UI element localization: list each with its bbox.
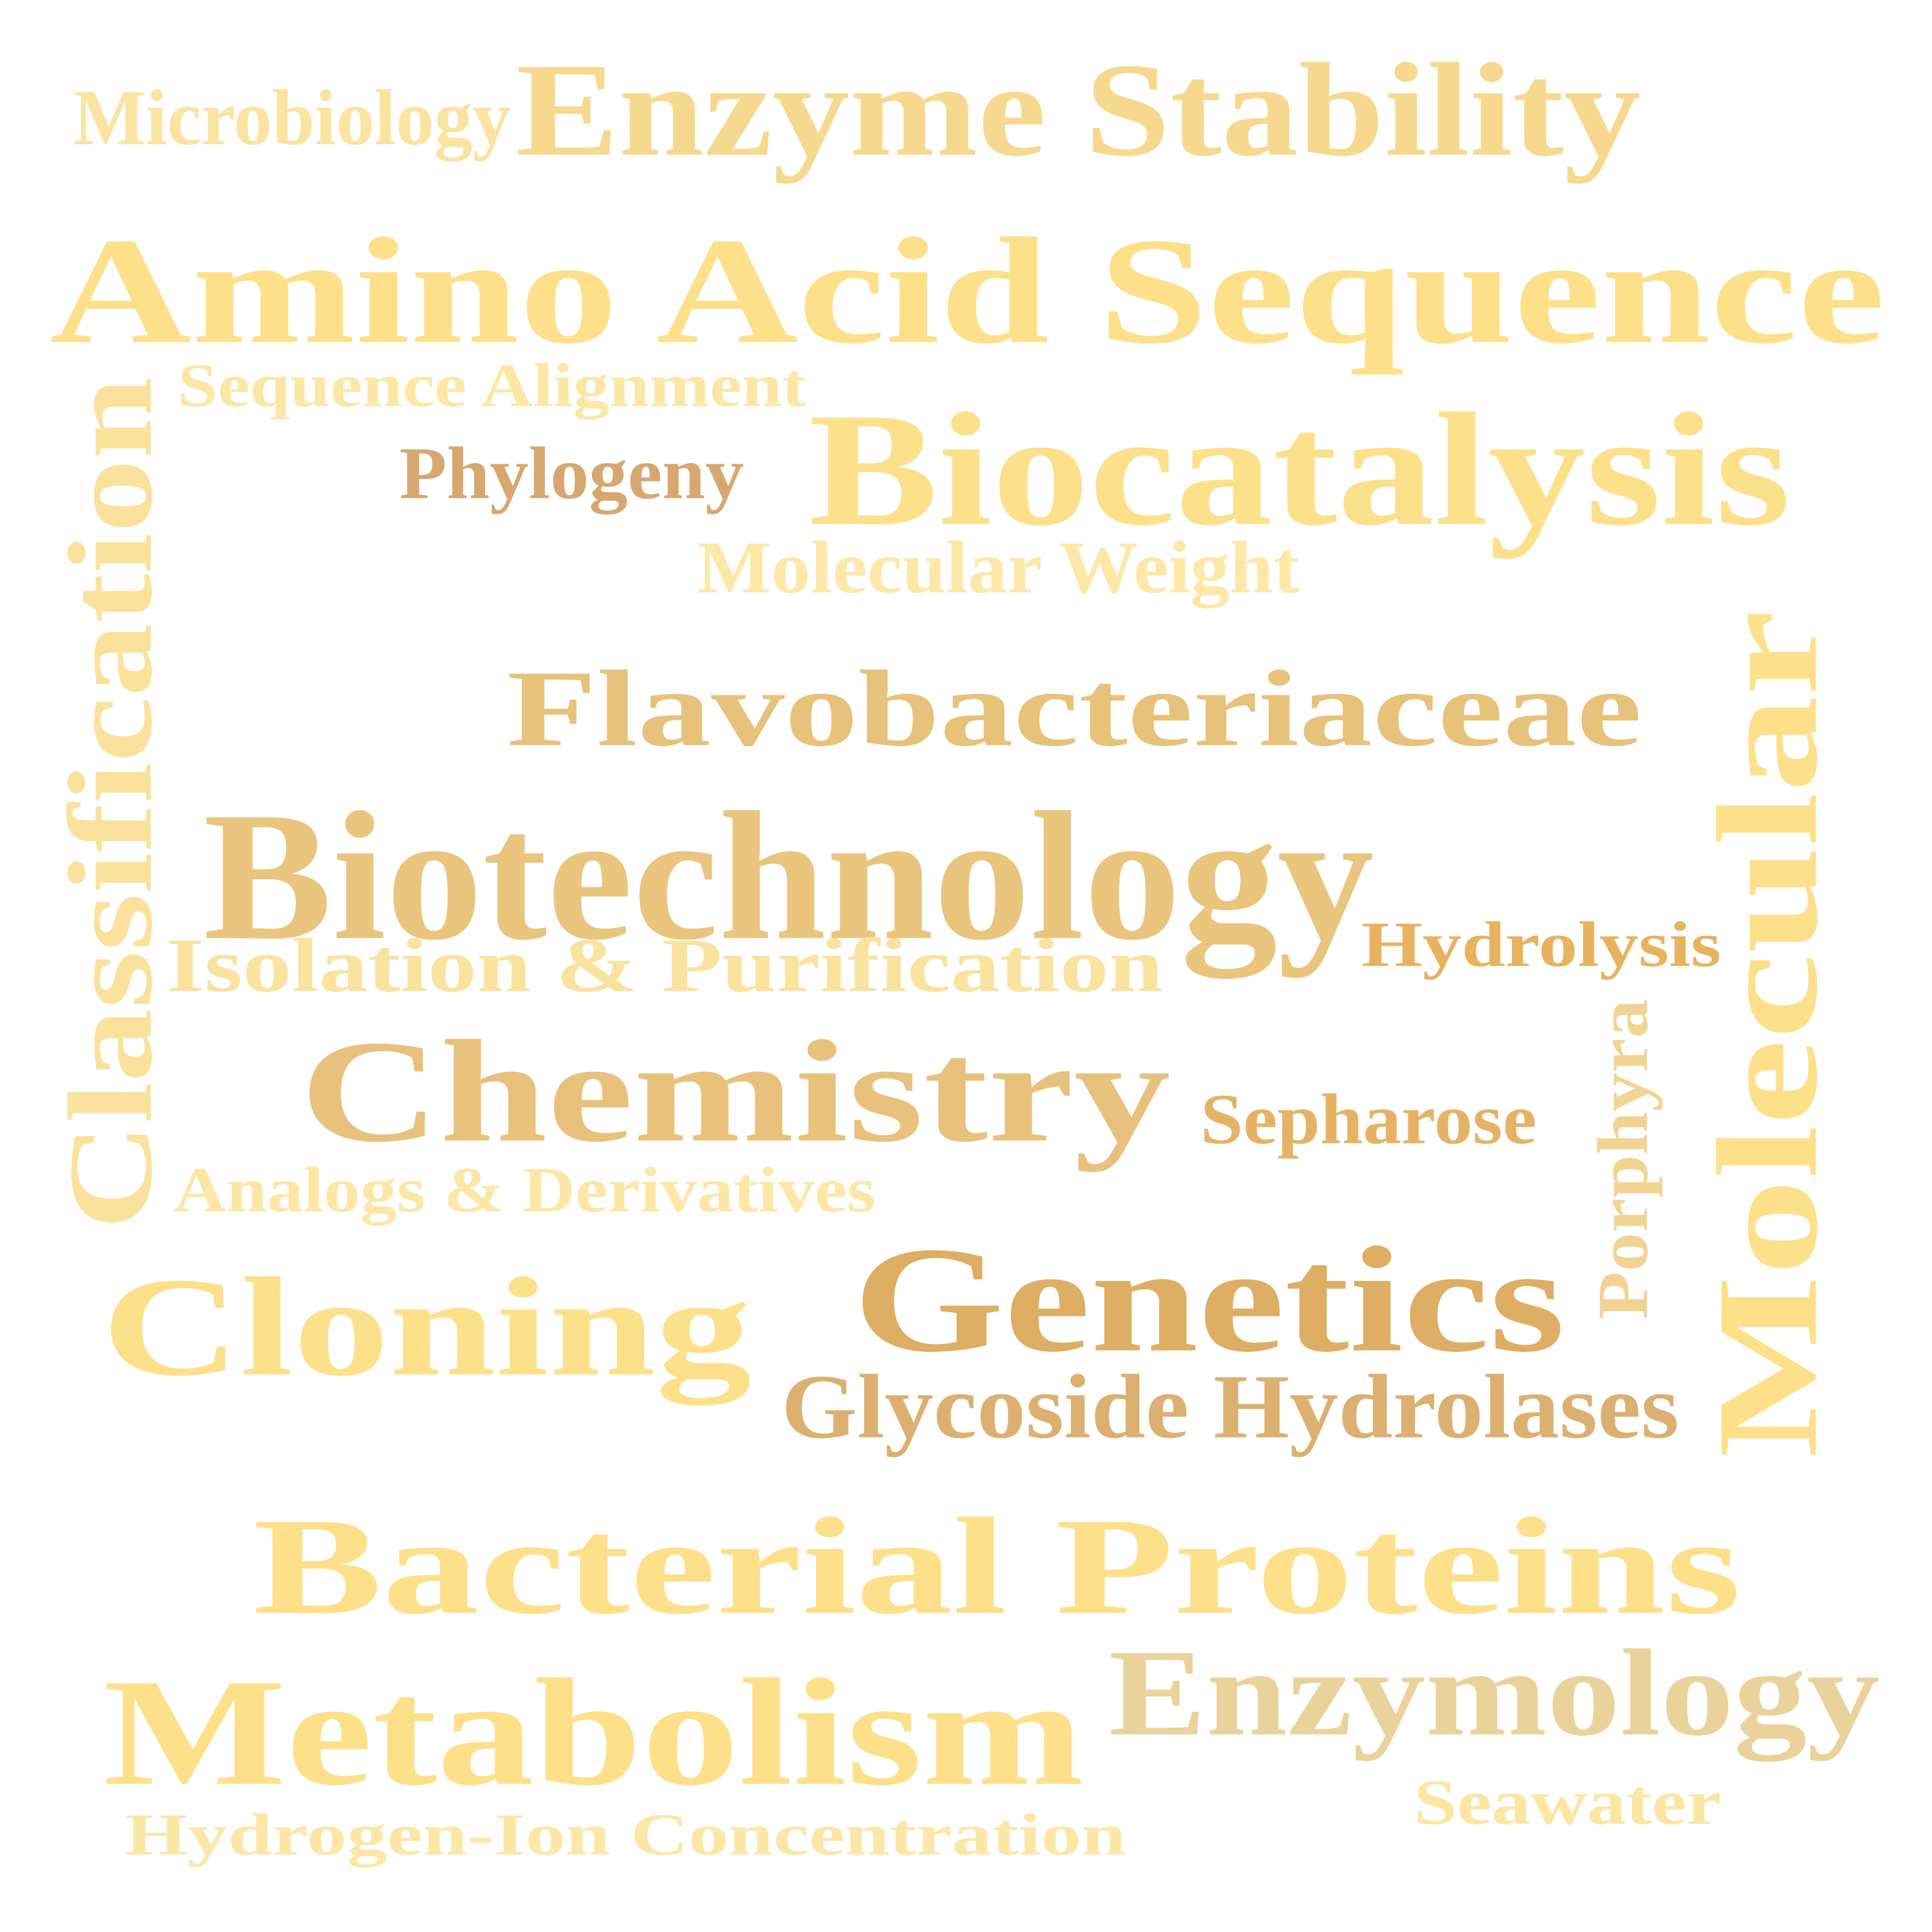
word-phylogeny: Phylogeny <box>399 432 744 515</box>
word-chemistry: Chemistry <box>300 1010 1171 1173</box>
word-seawater: Seawater <box>1414 1766 1721 1838</box>
word-flavobacteriaceae: Flavobacteriaceae <box>507 648 1642 769</box>
word-classification: Classification <box>44 376 178 1230</box>
word-biocatalysis: Biocatalysis <box>809 379 1791 560</box>
word-enzymology: Enzymology <box>1109 1624 1880 1762</box>
word-hydrogen-ion-concentration: Hydrogen-Ion Concentration <box>125 1801 1126 1868</box>
word-biotechnology: Biotechnology <box>203 774 1374 979</box>
word-analogs-derivatives: Analogs & Derivatives <box>174 1154 875 1226</box>
word-enzyme-stability: Enzyme Stability <box>516 35 1641 184</box>
word-sequence-alignment: Sequence Alignment <box>178 351 806 420</box>
word-metabolism: Metabolism <box>103 1647 1084 1818</box>
word-glycoside-hydrolases: Glycoside Hydrolases <box>781 1355 1679 1458</box>
word-molecular-weight: Molecular Weight <box>697 526 1300 609</box>
word-microbiology: Microbiology <box>73 73 511 162</box>
word-genetics: Genetics <box>853 1215 1565 1384</box>
word-molecular: Molecular <box>1687 610 1848 1458</box>
word-amino-acid-sequence: Amino Acid Sequence <box>50 206 1885 376</box>
word-porphyra: Porphyra <box>1583 999 1663 1319</box>
word-cloning: Cloning <box>102 1248 751 1406</box>
word-isolation-purification: Isolation & Purification <box>166 922 1163 1008</box>
word-sepharose: Sepharose <box>1200 1079 1537 1159</box>
word-bacterial-proteins: Bacterial Proteins <box>253 1489 1741 1643</box>
word-hydrolysis: Hydrolysis <box>1362 908 1721 980</box>
